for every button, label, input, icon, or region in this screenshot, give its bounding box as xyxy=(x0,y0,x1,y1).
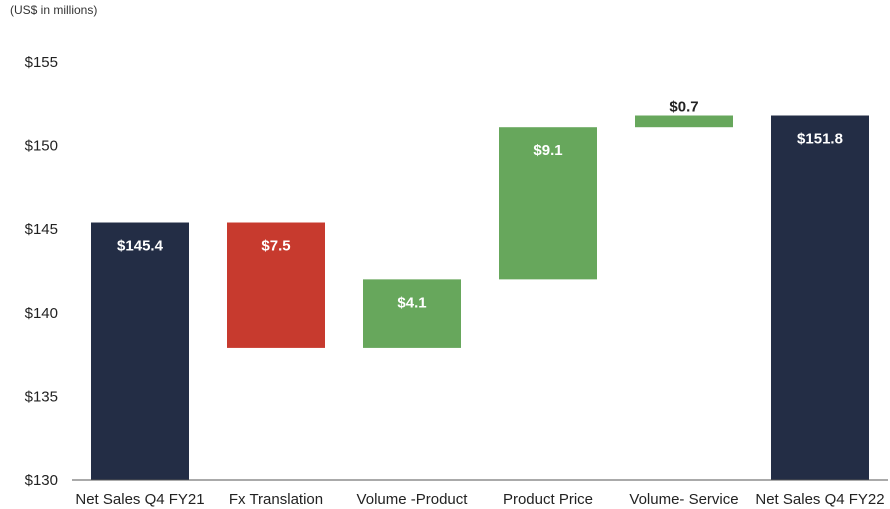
bar xyxy=(499,127,597,280)
bar xyxy=(227,222,325,348)
data-label: $145.4 xyxy=(117,238,164,255)
y-tick-label: $140 xyxy=(25,305,58,322)
x-category-label: Fx Translation xyxy=(229,491,323,508)
y-tick-label: $145 xyxy=(25,221,58,238)
x-category-label: Net Sales Q4 FY21 xyxy=(75,491,204,508)
y-axis: $130 $135 $140 $145 $150 $155 xyxy=(25,54,58,489)
y-tick-label: $155 xyxy=(25,54,58,71)
y-tick-label: $130 xyxy=(25,472,58,489)
x-category-label: Product Price xyxy=(503,491,593,508)
data-label: $9.1 xyxy=(533,142,562,159)
y-tick-label: $135 xyxy=(25,388,58,405)
x-axis: Net Sales Q4 FY21 Fx Translation Volume -P… xyxy=(72,479,888,508)
data-label: $151.8 xyxy=(797,131,843,148)
bar xyxy=(363,279,461,348)
unit-note: (US$ in millions) xyxy=(10,3,98,17)
y-tick-label: $150 xyxy=(25,138,58,155)
bars: $145.4 $7.5 $4.1 $9.1 $0.7 $151.8 xyxy=(91,99,869,480)
x-category-label: Net Sales Q4 FY22 xyxy=(755,491,884,508)
data-label: $4.1 xyxy=(397,294,426,311)
x-category-label: Volume -Product xyxy=(357,491,469,508)
data-label: $0.7 xyxy=(669,99,698,116)
bar xyxy=(91,222,189,480)
bar xyxy=(771,115,869,480)
bar xyxy=(635,115,733,128)
data-label: $7.5 xyxy=(261,238,290,255)
x-category-label: Volume- Service xyxy=(629,491,738,508)
